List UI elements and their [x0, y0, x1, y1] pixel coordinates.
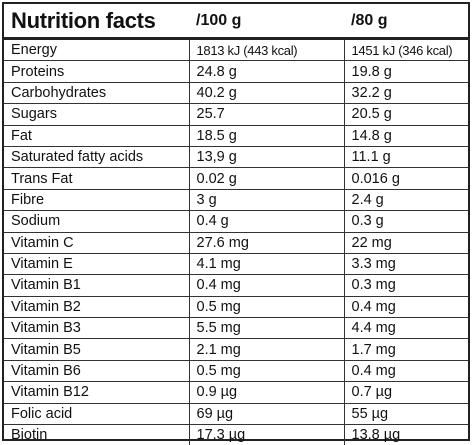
value-per-80g: 32.2 g [344, 82, 468, 105]
nutrient-name: Vitamin B3 [4, 317, 190, 340]
nutrient-name: Saturated fatty acids [4, 146, 190, 169]
table-row-trans-fat: Trans Fat 0.02 g 0.016 g [4, 167, 468, 190]
value-per-80g: 0.7 µg [344, 381, 468, 404]
value-per-80g: 13.8 µg [351, 427, 401, 444]
nutrient-name: Vitamin B5 [4, 338, 190, 361]
value-per-100g: 69 µg [189, 403, 345, 426]
table-row-vitamin-c: Vitamin C 27.6 mg 22 mg [4, 232, 468, 254]
value-per-80g: 4.4 mg [344, 317, 468, 340]
table-row-fat: Fat 18.5 g 14.8 g [4, 125, 468, 147]
table-row-energy: Energy 1813 kJ (443 kcal) 1451 kJ (346 k… [4, 38, 468, 62]
table-row-vitamin-b12: Vitamin B12 0.9 µg 0.7 µg [4, 381, 468, 404]
value-per-80g: 55 µg [344, 403, 468, 426]
table-row-folic-acid: Folic acid 69 µg 55 µg [4, 403, 468, 426]
value-per-100g: 0.5 mg [189, 360, 345, 383]
value-per-100g: 13,9 g [189, 146, 345, 169]
nutrient-name: Trans Fat [4, 167, 190, 190]
nutrient-name: Folic acid [4, 403, 190, 426]
nutrient-name: Vitamin B1 [4, 274, 190, 297]
value-per-100g: 27.6 mg [189, 232, 345, 254]
value-per-80g: 19.8 g [344, 60, 468, 83]
value-per-100g: 2.1 mg [189, 338, 345, 361]
value-per-80g: 0.016 g [344, 167, 468, 190]
value-per-80g: 0.4 mg [344, 296, 468, 319]
nutrient-name: Energy [4, 38, 190, 62]
value-per-100g: 25.7 [189, 103, 345, 126]
value-per-80g: 2.4 g [344, 189, 468, 212]
table-row-saturated-fatty-acids: Saturated fatty acids 13,9 g 11.1 g [4, 146, 468, 169]
nutrient-name: Carbohydrates [4, 82, 190, 105]
value-per-100g: 40.2 g [189, 82, 345, 105]
value-per-80g: 3.3 mg [344, 253, 468, 276]
value-per-100g: 0.4 mg [189, 274, 345, 297]
value-per-100g: 24.8 g [189, 60, 345, 83]
table-row-vitamin-b1: Vitamin B1 0.4 mg 0.3 mg [4, 274, 468, 297]
nutrient-name: Fibre [4, 189, 190, 212]
nutrient-name: Vitamin B2 [4, 296, 190, 319]
value-per-80g: 20.5 g [344, 103, 468, 126]
value-per-100g: 4.1 mg [189, 253, 345, 276]
column-header-per-100g: /100 g [189, 4, 344, 40]
table-row-carbohydrates: Carbohydrates 40.2 g 32.2 g [4, 82, 468, 105]
value-per-80g: 11.1 g [344, 146, 468, 169]
value-per-80g: 1451 kJ (346 kcal) [344, 38, 468, 62]
table-row-vitamin-b6: Vitamin B6 0.5 mg 0.4 mg [4, 360, 468, 383]
table-row-biotin: Biotin 17.3 µg 13.8 µg [4, 424, 468, 445]
table-row-vitamin-b5: Vitamin B5 2.1 mg 1.7 mg [4, 338, 468, 361]
table-row-fibre: Fibre 3 g 2.4 g [4, 189, 468, 212]
table-title: Nutrition facts [4, 4, 189, 40]
table-row-vitamin-e: Vitamin E 4.1 mg 3.3 mg [4, 253, 468, 276]
nutrition-table: Nutrition facts /100 g /80 g Energy 1813… [4, 4, 468, 445]
nutrient-name: Vitamin E [4, 253, 190, 276]
nutrient-name: Proteins [4, 60, 190, 83]
value-per-100g: 1813 kJ (443 kcal) [189, 38, 345, 62]
nutrient-name: Vitamin C [4, 232, 190, 254]
value-per-100g: 18.5 g [189, 125, 345, 147]
value-per-100g: 17.3 µg [189, 424, 345, 445]
value-per-80g: 1.7 mg [344, 338, 468, 361]
table-row-proteins: Proteins 24.8 g 19.8 g [4, 60, 468, 83]
value-per-100g: 0.4 g [189, 210, 345, 233]
value-per-80g: 0.3 mg [344, 274, 468, 297]
nutrient-name: Sodium [4, 210, 190, 233]
value-per-80g: 0.3 g [344, 210, 468, 233]
nutrient-name: Fat [4, 125, 190, 147]
value-per-100g: 0.02 g [189, 167, 345, 190]
header-row: Nutrition facts /100 g /80 g [4, 4, 468, 40]
value-per-100g: 5.5 mg [189, 317, 345, 340]
value-per-100g: 0.5 mg [189, 296, 345, 319]
value-per-100g: 0.9 µg [189, 381, 345, 404]
table-row-vitamin-b2: Vitamin B2 0.5 mg 0.4 mg [4, 296, 468, 319]
nutrient-name: Vitamin B6 [4, 360, 190, 383]
value-per-80g: 0.4 mg [344, 360, 468, 383]
column-header-per-80g: /80 g [344, 4, 468, 40]
value-per-100g: 3 g [189, 189, 345, 212]
nutrient-name: Biotin [4, 424, 190, 445]
table-row-vitamin-b3: Vitamin B3 5.5 mg 4.4 mg [4, 317, 468, 340]
value-per-80g: 22 mg [344, 232, 468, 254]
table-row-sugars: Sugars 25.7 20.5 g [4, 103, 468, 126]
nutrient-name: Sugars [4, 103, 190, 126]
table-row-sodium: Sodium 0.4 g 0.3 g [4, 210, 468, 233]
nutrient-name: Vitamin B12 [4, 381, 190, 404]
value-per-80g: 14.8 g [344, 125, 468, 147]
